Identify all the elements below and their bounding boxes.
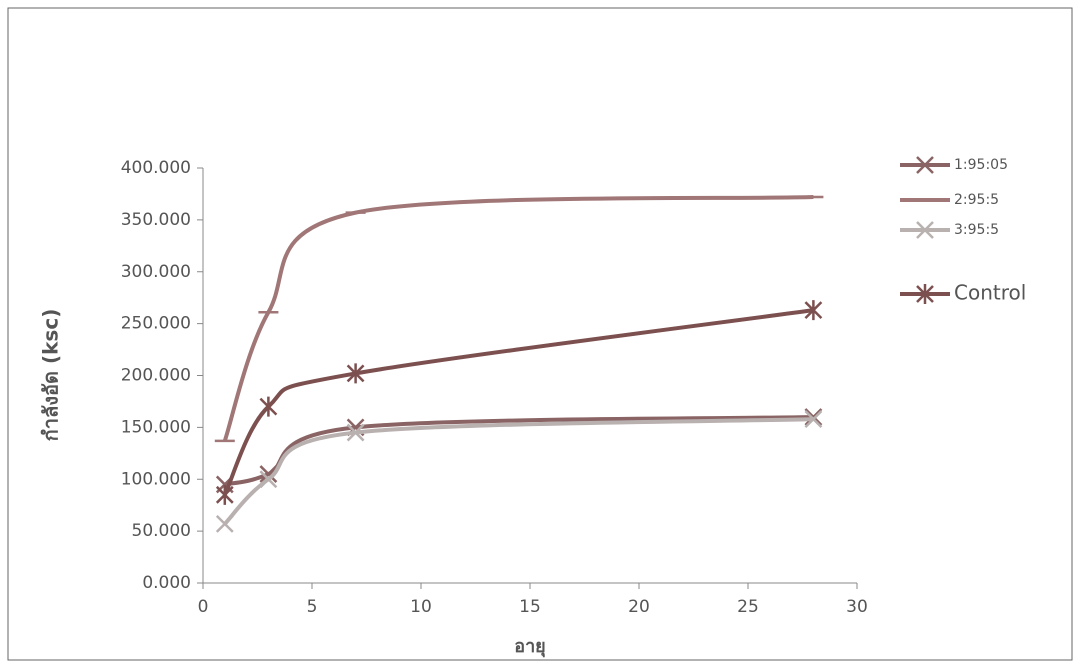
legend-label: Control [954, 281, 1026, 305]
x-tick-label: 25 [737, 597, 759, 617]
marker-shape [804, 408, 823, 426]
y-tick-label: 400.000 [121, 158, 191, 178]
x-tick-label: 5 [307, 597, 318, 617]
marker [346, 423, 365, 442]
y-axis-label: กำลังอัด (ksc) [39, 309, 63, 442]
marker-shape [346, 363, 365, 384]
marker-shape [916, 156, 934, 174]
marker-shape [259, 470, 278, 489]
y-tick-label: 50.000 [132, 521, 191, 541]
marker-shape [346, 423, 365, 442]
marker-shape [804, 300, 823, 321]
x-axis-label: อายุ [514, 636, 545, 658]
y-tick-label: 0.000 [142, 573, 191, 593]
marker-shape [804, 410, 823, 428]
marker [916, 156, 934, 174]
series-line [222, 308, 814, 496]
marker [804, 300, 823, 321]
marker-shape [259, 465, 278, 483]
marker [916, 284, 934, 304]
legend-label: 3:95:5 [954, 222, 999, 238]
marker [804, 410, 823, 428]
marker [804, 408, 823, 426]
y-tick-label: 250.000 [121, 314, 191, 334]
series-line [222, 195, 814, 442]
y-tick-label: 200.000 [121, 366, 191, 386]
legend-label: 1:95:05 [954, 157, 1008, 173]
marker-shape [916, 221, 934, 239]
legend-label: 2:95:5 [954, 192, 999, 208]
chart-frame [7, 7, 1073, 661]
x-tick-label: 20 [628, 597, 650, 617]
y-tick-label: 300.000 [121, 262, 191, 282]
marker-shape [215, 514, 234, 533]
x-tick-label: 30 [846, 597, 868, 617]
marker-shape [916, 284, 934, 304]
x-tick-label: 15 [519, 597, 541, 617]
marker [259, 470, 278, 489]
marker [916, 221, 934, 239]
series-line [224, 415, 814, 487]
x-tick-label: 10 [410, 597, 432, 617]
marker [215, 484, 234, 505]
x-tick-label: 0 [198, 597, 209, 617]
marker [346, 363, 365, 384]
y-tick-label: 100.000 [121, 469, 191, 489]
marker-shape [259, 396, 278, 417]
marker [259, 396, 278, 417]
marker [259, 465, 278, 483]
y-tick-label: 150.000 [121, 417, 191, 437]
marker [215, 514, 234, 533]
y-tick-label: 350.000 [121, 210, 191, 230]
marker-shape [215, 484, 234, 505]
